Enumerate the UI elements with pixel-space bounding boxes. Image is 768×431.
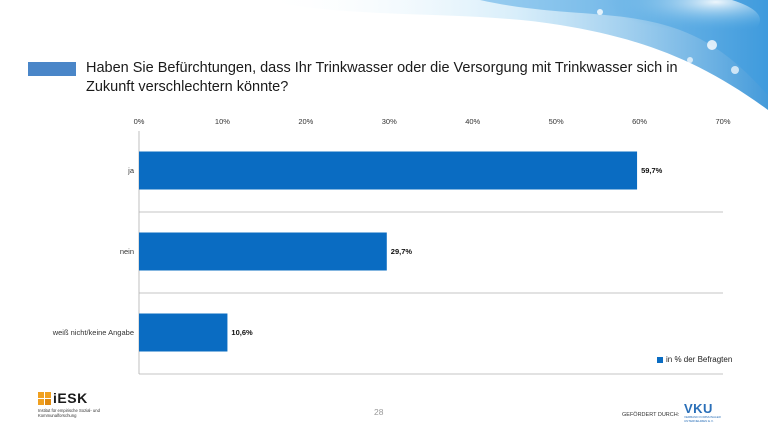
legend-label: in % der Befragten	[666, 355, 733, 364]
vku-subtitle: VERBAND KOMMUNALER UNTERNEHMEN E.V.	[684, 415, 721, 423]
bar	[139, 313, 228, 352]
x-tick-label: 40%	[465, 117, 480, 126]
category-label: weiß nicht/keine Angabe	[52, 328, 134, 337]
chart-legend: in % der Befragten	[657, 355, 732, 364]
value-label: 10,6%	[231, 328, 253, 337]
page-number: 28	[374, 407, 384, 417]
vku-name: VKU	[684, 401, 713, 416]
iesk-subtitle: Institut für empirische Sozial- und Komm…	[38, 408, 100, 419]
vku-logo-icon: VKU VERBAND KOMMUNALER UNTERNEHMEN E.V.	[684, 401, 734, 427]
bar	[139, 232, 387, 271]
iesk-logo-icon: iESK Institut für empirische Sozial- und…	[38, 390, 118, 424]
x-tick-label: 20%	[298, 117, 313, 126]
question-title: Haben Sie Befürchtungen, dass Ihr Trinkw…	[86, 60, 678, 95]
iesk-name: iESK	[53, 390, 88, 406]
x-tick-label: 70%	[715, 117, 730, 126]
title-accent-bar	[28, 62, 76, 76]
legend-swatch	[657, 356, 663, 363]
value-label: 59,7%	[641, 166, 663, 175]
x-tick-label: 30%	[382, 117, 397, 126]
x-tick-label: 0%	[134, 117, 145, 126]
funded-by-label: GEFÖRDERT DURCH:	[622, 412, 680, 418]
bar	[139, 151, 638, 190]
category-label: ja	[127, 166, 135, 175]
water-splash-icon	[260, 0, 768, 110]
x-tick-label: 60%	[632, 117, 647, 126]
x-tick-label: 10%	[215, 117, 230, 126]
value-label: 29,7%	[391, 247, 413, 256]
category-label: nein	[120, 247, 134, 256]
x-tick-label: 50%	[549, 117, 564, 126]
